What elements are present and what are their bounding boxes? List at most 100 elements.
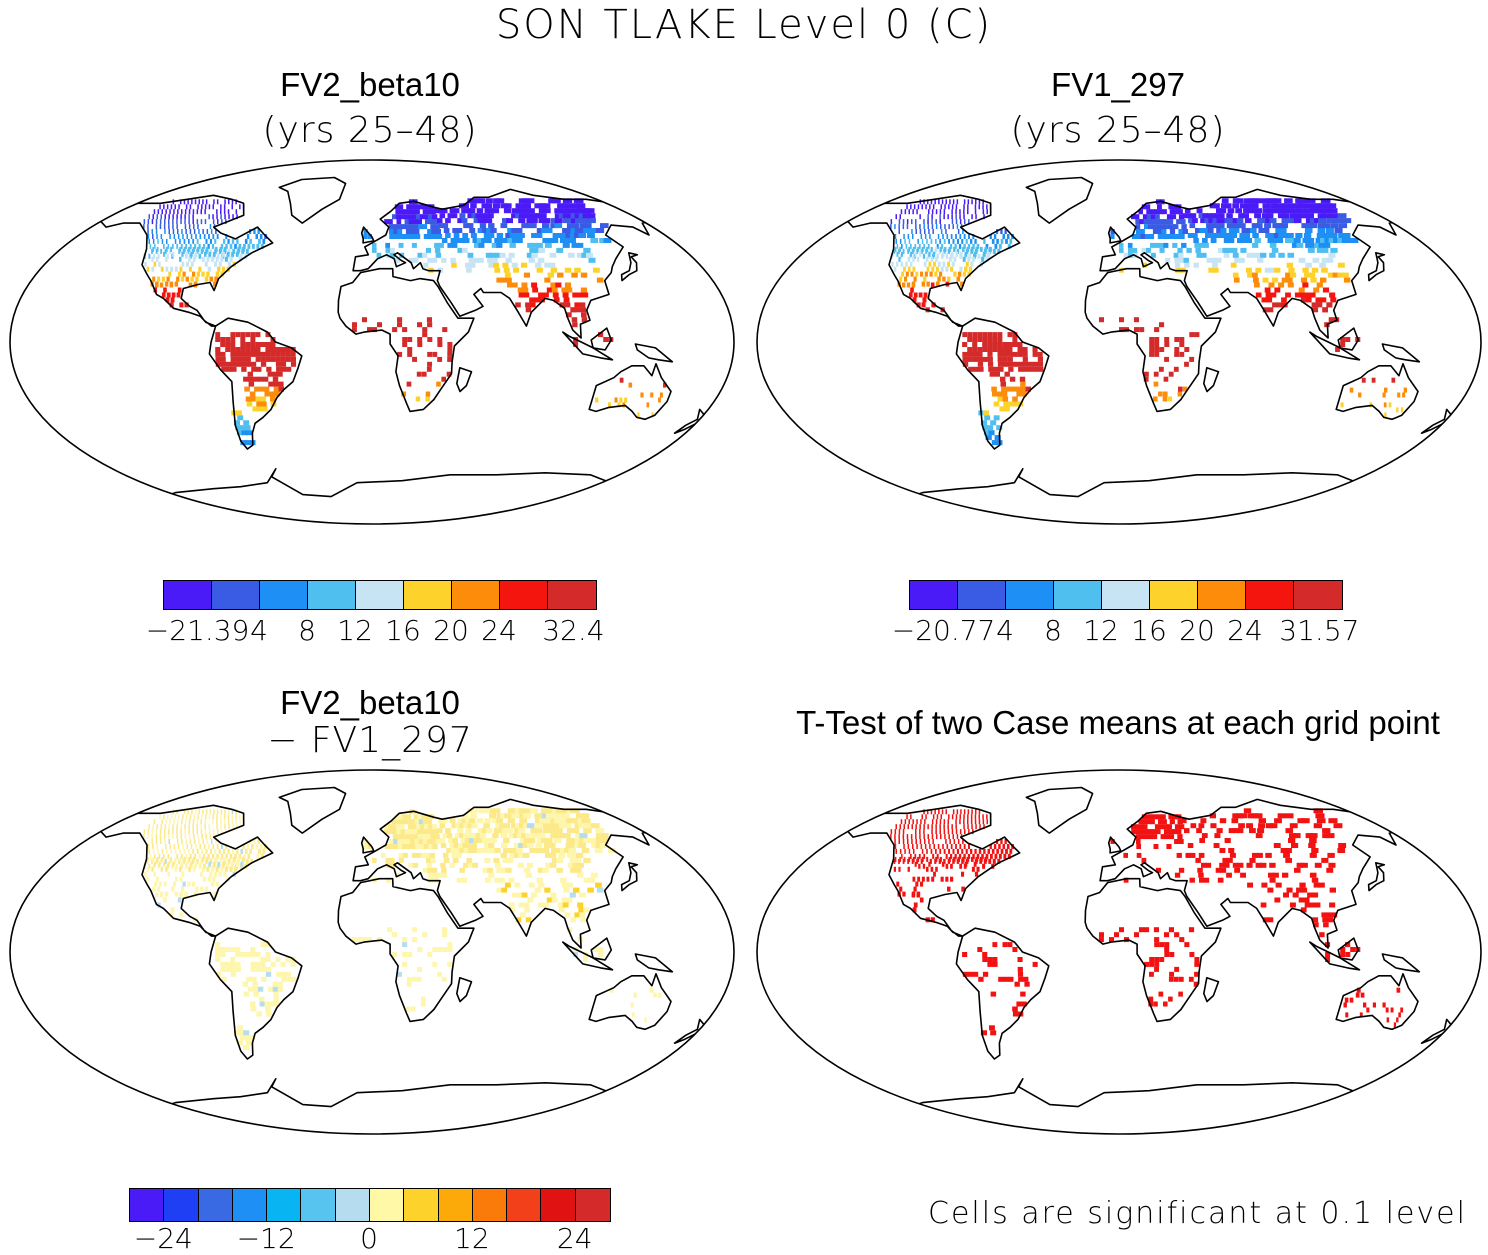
grid-cell — [221, 266, 226, 272]
grid-cell — [494, 848, 501, 853]
grid-cell — [950, 266, 954, 272]
grid-cell — [246, 234, 250, 239]
grid-cell — [388, 224, 394, 230]
grid-cell — [1220, 228, 1227, 233]
grid-cell — [181, 209, 183, 215]
grid-cell — [264, 391, 270, 397]
grid-cell — [180, 824, 182, 830]
grid-cell — [192, 829, 194, 835]
grid-cell — [1384, 412, 1387, 418]
grid-cell — [443, 228, 450, 233]
grid-cell — [947, 261, 950, 267]
grid-cell — [1311, 877, 1319, 883]
grid-cell — [903, 856, 906, 862]
grid-cell — [944, 246, 947, 252]
grid-cell — [931, 219, 933, 225]
grid-cell — [1119, 327, 1124, 333]
grid-cell — [997, 361, 1004, 367]
grid-cell — [160, 266, 164, 272]
grid-cell — [1131, 234, 1137, 239]
grid-cell — [231, 204, 233, 210]
grid-cell — [509, 907, 516, 913]
grid-cell — [1229, 852, 1236, 858]
grid-cell — [372, 327, 377, 333]
grid-cell — [235, 861, 239, 867]
grid-cell — [1032, 961, 1038, 967]
grid-cell — [1274, 287, 1281, 293]
grid-cell — [1199, 838, 1205, 843]
grid-cell — [392, 224, 398, 230]
grid-cell — [477, 218, 484, 224]
grid-cell — [422, 209, 428, 215]
grid-cell — [977, 253, 981, 259]
grid-cell — [539, 297, 545, 303]
grid-cell — [431, 214, 438, 220]
grid-cell — [1265, 852, 1272, 858]
grid-cell — [508, 902, 515, 908]
grid-cell — [974, 848, 977, 854]
grid-cell — [500, 852, 507, 858]
grid-cell — [554, 218, 563, 224]
grid-cell — [166, 814, 169, 820]
grid-cell — [274, 1001, 280, 1007]
grid-cell — [1138, 819, 1143, 825]
grid-cell — [280, 347, 286, 352]
grid-cell — [1349, 997, 1354, 1003]
grid-cell — [179, 246, 182, 252]
grid-cell — [1383, 402, 1387, 408]
grid-cell — [1149, 957, 1155, 962]
grid-cell — [528, 257, 535, 263]
grid-cell — [1232, 813, 1240, 819]
grid-cell — [402, 234, 408, 239]
colorbar-swatch — [164, 1189, 199, 1221]
grid-cell — [230, 971, 237, 977]
grid-cell — [908, 856, 911, 862]
grid-cell — [985, 435, 992, 441]
map-panel-1 — [9, 159, 735, 525]
grid-cell — [270, 961, 276, 967]
grid-cell — [1178, 386, 1183, 392]
grid-cell — [1008, 401, 1014, 407]
grid-cell — [456, 228, 463, 233]
grid-cell — [939, 829, 941, 835]
grid-cell — [982, 425, 989, 431]
grid-cell — [148, 863, 151, 869]
grid-cell — [461, 247, 468, 253]
grid-cell — [989, 234, 992, 239]
grid-cell — [402, 942, 408, 948]
grid-cell — [173, 819, 175, 825]
grid-cell — [970, 238, 973, 244]
grid-cell — [415, 214, 421, 220]
grid-cell — [411, 209, 416, 215]
grid-cell — [922, 297, 927, 303]
grid-cell — [500, 813, 508, 819]
grid-cell — [247, 243, 251, 249]
grid-cell — [916, 209, 918, 215]
coastline-north-america — [99, 194, 274, 327]
grid-cell — [256, 853, 260, 859]
grid-cell — [939, 214, 941, 220]
grid-cell — [237, 246, 241, 252]
grid-cell — [225, 961, 231, 967]
grid-cell — [1289, 238, 1297, 243]
grid-cell — [933, 871, 936, 877]
grid-cell — [921, 204, 923, 210]
grid-cell — [184, 834, 187, 840]
grid-cell — [265, 342, 271, 347]
grid-cell — [576, 203, 586, 209]
grid-cell — [987, 342, 993, 347]
grid-cell — [526, 823, 535, 829]
grid-cell — [1143, 219, 1149, 225]
grid-cell — [1024, 981, 1030, 987]
grid-cell — [608, 402, 611, 408]
grid-cell — [427, 824, 434, 830]
grid-cell — [214, 261, 218, 267]
grid-cell — [1396, 407, 1399, 413]
grid-cell — [476, 848, 483, 853]
grid-cell — [484, 818, 492, 824]
grid-cell — [220, 814, 222, 820]
grid-cell — [943, 824, 945, 830]
grid-cell — [967, 809, 970, 815]
grid-cell — [1224, 838, 1231, 843]
grid-cell — [174, 866, 177, 872]
